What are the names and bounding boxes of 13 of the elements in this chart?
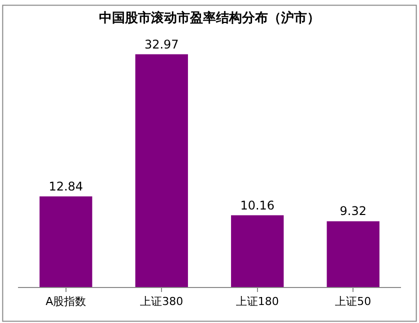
x-tick-label: 上证50	[335, 295, 372, 308]
x-tick-label: 上证380	[140, 295, 184, 308]
bar	[326, 221, 380, 287]
data-label: 9.32	[340, 204, 366, 218]
data-label: 10.16	[240, 198, 275, 212]
bar	[231, 215, 284, 287]
chart-title: 中国股市滚动市盈率结构分布（沪市）	[99, 10, 320, 26]
data-label: 12.84	[48, 179, 84, 194]
x-tick-label: 上证180	[236, 295, 279, 308]
x-tick-label: A股指数	[46, 295, 86, 308]
data-label: 32.97	[144, 37, 179, 52]
bar	[40, 196, 92, 287]
bar	[135, 54, 188, 287]
